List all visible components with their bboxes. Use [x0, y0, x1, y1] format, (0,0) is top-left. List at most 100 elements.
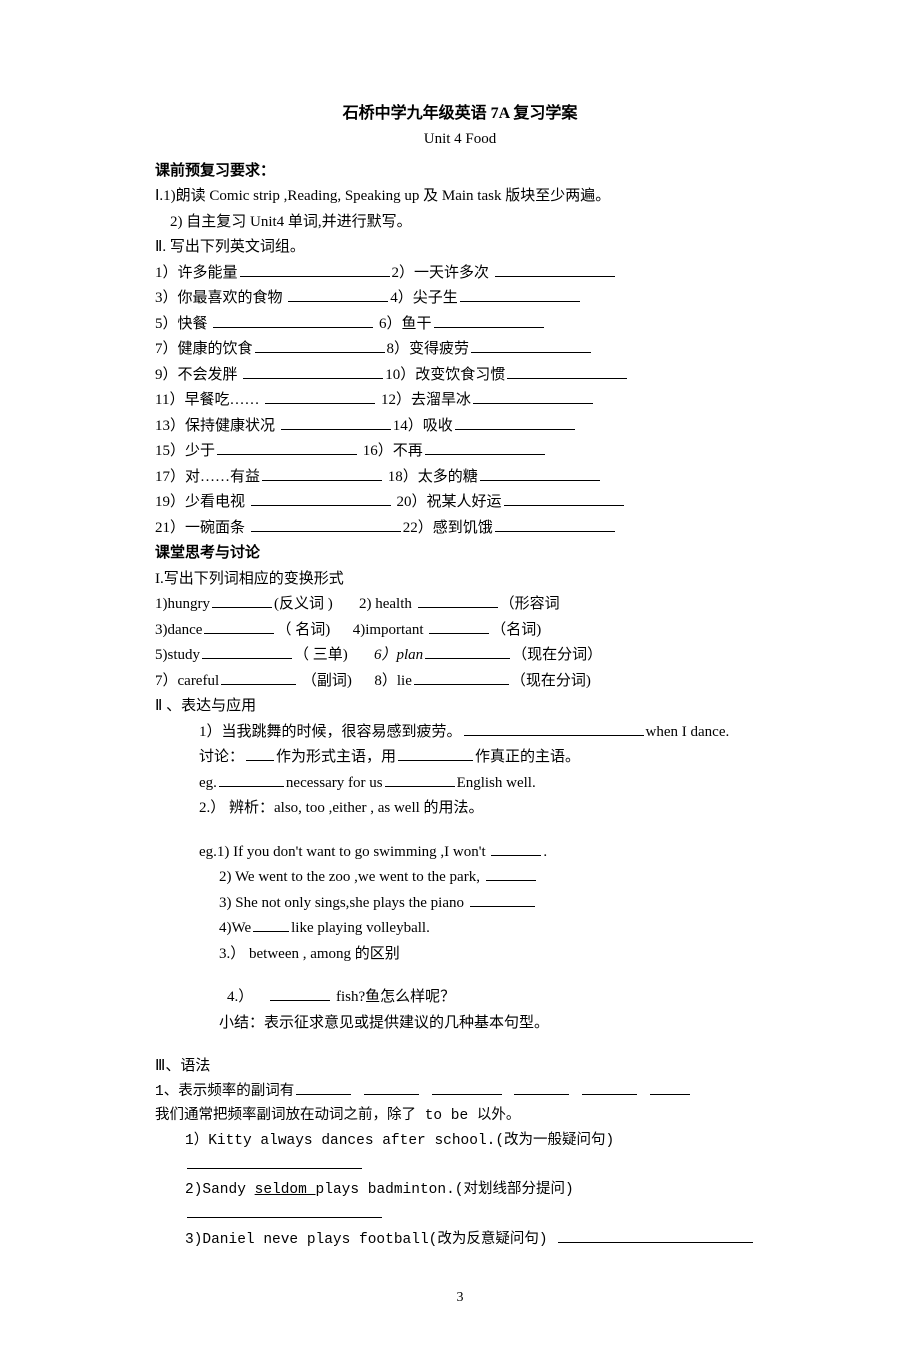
- phrase-13: 13）保持健康状况: [155, 418, 275, 434]
- form-6b: （现在分词）: [512, 647, 602, 663]
- phrase-row-11: 21）一碗面条 22）感到饥饿: [155, 516, 765, 542]
- phrase-row-10: 19）少看电视 20）祝某人好运: [155, 490, 765, 516]
- ii-eg-c: English well.: [457, 775, 536, 791]
- blank: [434, 313, 544, 328]
- blank: [432, 1080, 502, 1095]
- ii-item-1: 1）当我跳舞的时候，很容易感到疲劳。 when I dance.: [155, 720, 765, 746]
- blank: [243, 364, 383, 379]
- ii-item-3: 3.） between , among 的区别: [155, 942, 765, 968]
- phrase-14: 14）吸收: [393, 418, 453, 434]
- blank: [491, 841, 541, 856]
- phrase-8: 8）变得疲劳: [387, 341, 470, 357]
- form-7a: 7）careful: [155, 673, 219, 689]
- blank: [558, 1228, 753, 1243]
- phrase-20: 20）祝某人好运: [397, 494, 502, 510]
- blank: [187, 1154, 362, 1169]
- phrase-18: 18）太多的糖: [388, 469, 478, 485]
- phrase-12: 12）去溜旱冰: [381, 392, 471, 408]
- section1-heading: 课前预复习要求：: [155, 159, 765, 185]
- blank: [473, 389, 593, 404]
- blank: [240, 262, 390, 277]
- s3-q2a: 2)Sandy: [185, 1182, 255, 1198]
- ii-discuss: 讨论： 作为形式主语，用 作真正的主语。: [155, 745, 765, 771]
- phrase-3: 3）你最喜欢的食物: [155, 290, 283, 306]
- phrase-row-7: 13）保持健康状况 14）吸收: [155, 414, 765, 440]
- ii-discuss-c: 作真正的主语。: [475, 749, 580, 765]
- form-1b: (反义词 ): [274, 596, 333, 612]
- blank: [470, 892, 535, 907]
- s3-q3-text: 3)Daniel neve plays football(改为反意疑问句): [185, 1232, 548, 1248]
- phrase-9: 9）不会发胖: [155, 367, 238, 383]
- page-number: 3: [155, 1286, 765, 1310]
- phrase-row-3: 5）快餐 6）鱼干: [155, 312, 765, 338]
- phrase-row-8: 15）少于 16）不再: [155, 439, 765, 465]
- blank: [507, 364, 627, 379]
- blank: [414, 670, 509, 685]
- phrase-row-1: 1）许多能量2）一天许多次: [155, 261, 765, 287]
- s2-part-II: Ⅱ 、表达与应用: [155, 694, 765, 720]
- phrase-row-5: 9）不会发胖 10）改变饮食习惯: [155, 363, 765, 389]
- blank: [504, 491, 624, 506]
- form-3a: 3)dance: [155, 622, 202, 638]
- blank: [418, 593, 498, 608]
- blank: [495, 262, 615, 277]
- s3-note: 我们通常把频率副词放在动词之前，除了 to be 以外。: [155, 1104, 765, 1129]
- blank: [364, 1080, 419, 1095]
- form-3b: （ 名词): [276, 622, 330, 638]
- ii-eg-b: necessary for us: [286, 775, 383, 791]
- s3-q3: 3)Daniel neve plays football(改为反意疑问句): [155, 1228, 765, 1253]
- phrase-5: 5）快餐: [155, 316, 208, 332]
- blank: [650, 1080, 690, 1095]
- section3-heading: Ⅲ、语法: [155, 1054, 765, 1080]
- blank: [429, 619, 489, 634]
- ii-summary: 小结：表示征求意见或提供建议的几种基本句型。: [155, 1011, 765, 1037]
- phrase-row-9: 17）对……有益 18）太多的糖: [155, 465, 765, 491]
- ii-eg1: eg.1) If you don't want to go swimming ,…: [155, 840, 765, 866]
- form-8b: （现在分词): [511, 673, 591, 689]
- phrase-15: 15）少于: [155, 443, 215, 459]
- phrase-17: 17）对……有益: [155, 469, 260, 485]
- blank: [288, 287, 388, 302]
- blank: [471, 338, 591, 353]
- blank: [202, 644, 292, 659]
- phrase-22: 22）感到饥饿: [403, 520, 493, 536]
- ii-discuss-b: 作为形式主语，用: [276, 749, 396, 765]
- ii-eg: eg. necessary for us English well.: [155, 771, 765, 797]
- ii-discuss-a: 讨论：: [199, 749, 244, 765]
- blank: [296, 1080, 351, 1095]
- blank: [398, 746, 473, 761]
- page-title: 石桥中学九年级英语 7A 复习学案: [155, 100, 765, 127]
- s1-item1: Ⅰ.1)朗读 Comic strip ,Reading, Speaking up…: [155, 184, 765, 210]
- phrase-10: 10）改变饮食习惯: [385, 367, 505, 383]
- form-row-4: 7）careful （副词) 8）lie（现在分词): [155, 669, 765, 695]
- ii-4a: 4.）: [227, 989, 253, 1005]
- blank: [455, 415, 575, 430]
- blank: [217, 440, 357, 455]
- s3-1-text: 1、表示频率的副词有: [155, 1084, 294, 1100]
- ii-eg4b: like playing volleyball.: [291, 920, 430, 936]
- blank: [495, 517, 615, 532]
- blank: [425, 440, 545, 455]
- ii-eg1-text: eg.1) If you don't want to go swimming ,…: [199, 844, 486, 860]
- form-row-1: 1)hungry(反义词 ) 2) health （形容词: [155, 592, 765, 618]
- phrase-7: 7）健康的饮食: [155, 341, 253, 357]
- blank: [464, 721, 644, 736]
- ii-1-text: 1）当我跳舞的时候，很容易感到疲劳。: [199, 724, 462, 740]
- blank: [281, 415, 391, 430]
- s3-q2-underlined: seldom: [255, 1182, 316, 1198]
- ii-eg2-text: 2) We went to the zoo ,we went to the pa…: [219, 869, 480, 885]
- phrase-19: 19）少看电视: [155, 494, 245, 510]
- form-2b: （形容词: [500, 596, 560, 612]
- form-8a: 8）lie: [374, 673, 412, 689]
- form-5b: （ 三单): [294, 647, 348, 663]
- phrase-2: 2）一天许多次: [392, 265, 490, 281]
- form-4b: （名词): [491, 622, 541, 638]
- blank: [480, 466, 600, 481]
- blank: [385, 772, 455, 787]
- phrase-16: 16）不再: [363, 443, 423, 459]
- ii-1-tail: when I dance.: [646, 724, 730, 740]
- ii-eg4a: 4)We: [219, 920, 251, 936]
- ii-eg-a: eg.: [199, 775, 217, 791]
- form-row-3: 5)study（ 三单) 6）plan（现在分词）: [155, 643, 765, 669]
- s1-item2: 2) 自主复习 Unit4 单词,并进行默写。: [155, 210, 765, 236]
